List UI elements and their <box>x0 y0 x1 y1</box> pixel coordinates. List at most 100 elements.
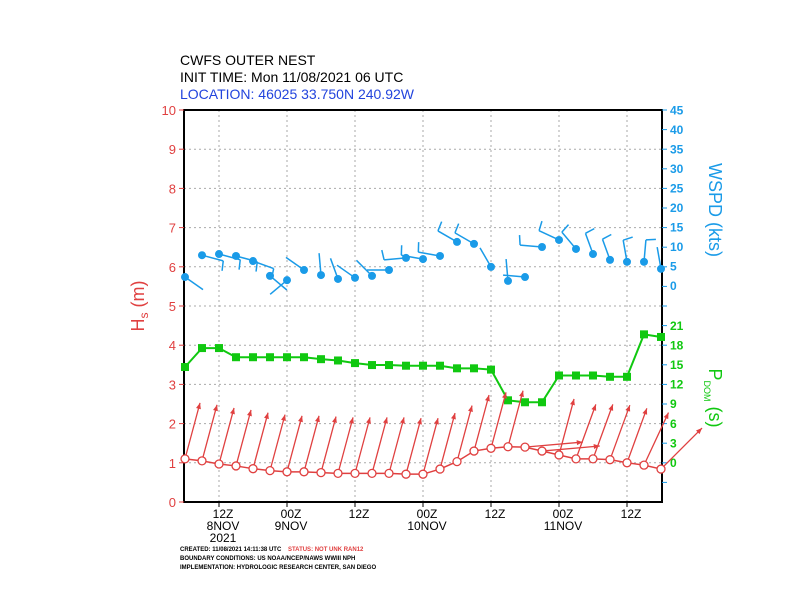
pdom-point <box>283 353 291 362</box>
pdom-point <box>657 332 665 341</box>
wspd-tick-label: 15 <box>670 221 684 235</box>
wspd-point <box>453 237 461 246</box>
wspd-point <box>623 257 631 266</box>
hs-tick-label: 4 <box>169 338 176 353</box>
hs-direction-arrow <box>660 427 703 470</box>
wspd-point <box>538 243 546 251</box>
hs-point <box>469 446 479 456</box>
pdom-point <box>300 353 308 362</box>
wspd-point <box>334 274 342 283</box>
hs-point <box>282 467 292 477</box>
pdom-point <box>589 371 597 380</box>
hs-point <box>367 468 377 479</box>
pdom-point <box>470 364 478 373</box>
wspd-tick-label: 0 <box>670 279 677 293</box>
hs-tick-label: 7 <box>169 221 176 236</box>
hs-direction-arrow <box>490 392 507 449</box>
pdom-tick-label: 12 <box>670 378 684 392</box>
hs-arrow-head <box>485 395 490 402</box>
pdom-tick-label: 15 <box>670 358 684 372</box>
x-tick-label: 00Z <box>281 507 302 521</box>
wind-barb-flag <box>602 233 612 240</box>
wind-barb-flag <box>238 259 241 270</box>
pdom-point <box>215 344 223 353</box>
hs-direction-arrow <box>201 404 218 462</box>
hs-tick-label: 8 <box>169 181 176 196</box>
hs-point <box>571 454 581 464</box>
hs-direction-arrow <box>354 417 371 474</box>
wind-barb-flag <box>221 260 224 271</box>
x-tick-label: 9NOV <box>275 519 308 533</box>
hs-point <box>180 454 190 464</box>
wind-barb-flag <box>538 220 543 231</box>
hs-arrow-head <box>642 408 648 415</box>
hs-direction-arrow <box>422 417 439 475</box>
wspd-point <box>232 251 240 260</box>
hs-arrow-head <box>593 444 600 449</box>
hs-tick-label: 6 <box>169 260 176 275</box>
init-time: INIT TIME: Mon 11/08/2021 06 UTC <box>180 69 404 85</box>
wspd-point <box>436 251 444 260</box>
x-tick-label: 2021 <box>210 531 237 545</box>
pdom-tick-label: 18 <box>670 338 684 352</box>
hs-arrow-head <box>696 428 703 435</box>
pdom-point <box>606 372 614 381</box>
wspd-point <box>419 255 427 264</box>
hs-arrow-head <box>663 412 669 420</box>
hs-point <box>622 458 632 468</box>
wind-barb-flag <box>585 227 595 235</box>
hs-arrow-head <box>576 440 583 446</box>
footer-created-line: CREATED: 11/08/2021 14:11:38 UTC STATUS:… <box>180 547 363 553</box>
hs-tick-label: 9 <box>169 142 176 157</box>
hs-direction-arrow <box>269 414 286 471</box>
wind-barb-flag <box>255 261 258 272</box>
wind-barb-flag <box>645 238 656 241</box>
x-tick-label: 11NOV <box>544 519 582 533</box>
wind-barb-flag <box>561 224 570 233</box>
hs-direction-arrow <box>303 415 320 472</box>
created-text: CREATED: 11/08/2021 14:11:38 UTC <box>180 547 282 553</box>
pdom-point <box>640 330 648 339</box>
hs-tick-label: 1 <box>169 456 176 471</box>
hs-arrow-head <box>366 417 371 424</box>
pdom-point <box>385 361 393 370</box>
hs-point <box>248 464 258 474</box>
hs-point <box>656 464 666 474</box>
wind-barb-flag <box>381 249 385 261</box>
hs-arrow-head <box>383 417 388 424</box>
pdom-tick-label: 6 <box>670 417 677 431</box>
pdom-point <box>623 372 631 381</box>
hs-arrow-head <box>349 417 354 424</box>
hs-arrow-head <box>332 416 337 424</box>
hs-point <box>503 442 513 452</box>
hs-direction-arrow <box>626 408 648 464</box>
hs-arrow-head <box>434 418 439 425</box>
boundary-text: BOUNDARY CONDITIONS: US NOAA/NCEP/NAWS W… <box>180 556 356 562</box>
pdom-point <box>198 344 206 353</box>
wspd-point <box>351 273 359 282</box>
hs-direction-arrow <box>456 405 473 462</box>
wspd-axis-label: WSPD (kts) <box>705 163 725 257</box>
pdom-point <box>334 356 342 365</box>
hs-arrow-head <box>281 414 286 422</box>
wspd-tick-label: 20 <box>670 201 684 215</box>
pdom-tick-label: 3 <box>670 436 677 450</box>
wspd-point <box>470 239 478 248</box>
hs-tick-label: 5 <box>169 299 176 314</box>
hs-point <box>418 469 428 479</box>
hs-point <box>588 454 598 464</box>
pdom-point <box>555 371 563 380</box>
wspd-point <box>198 251 206 260</box>
wspd-tick-label: 5 <box>670 260 677 274</box>
hs-direction-arrow <box>643 412 670 466</box>
hs-arrow-head <box>570 398 575 406</box>
pdom-tick-label: 9 <box>670 397 677 411</box>
pdom-point <box>538 398 546 407</box>
hs-direction-arrow <box>337 417 354 474</box>
hs-arrow-head <box>230 407 235 415</box>
wind-barb-flag <box>622 236 633 241</box>
pdom-point <box>181 363 189 372</box>
hs-point <box>401 469 411 479</box>
pdom-point <box>368 361 376 370</box>
